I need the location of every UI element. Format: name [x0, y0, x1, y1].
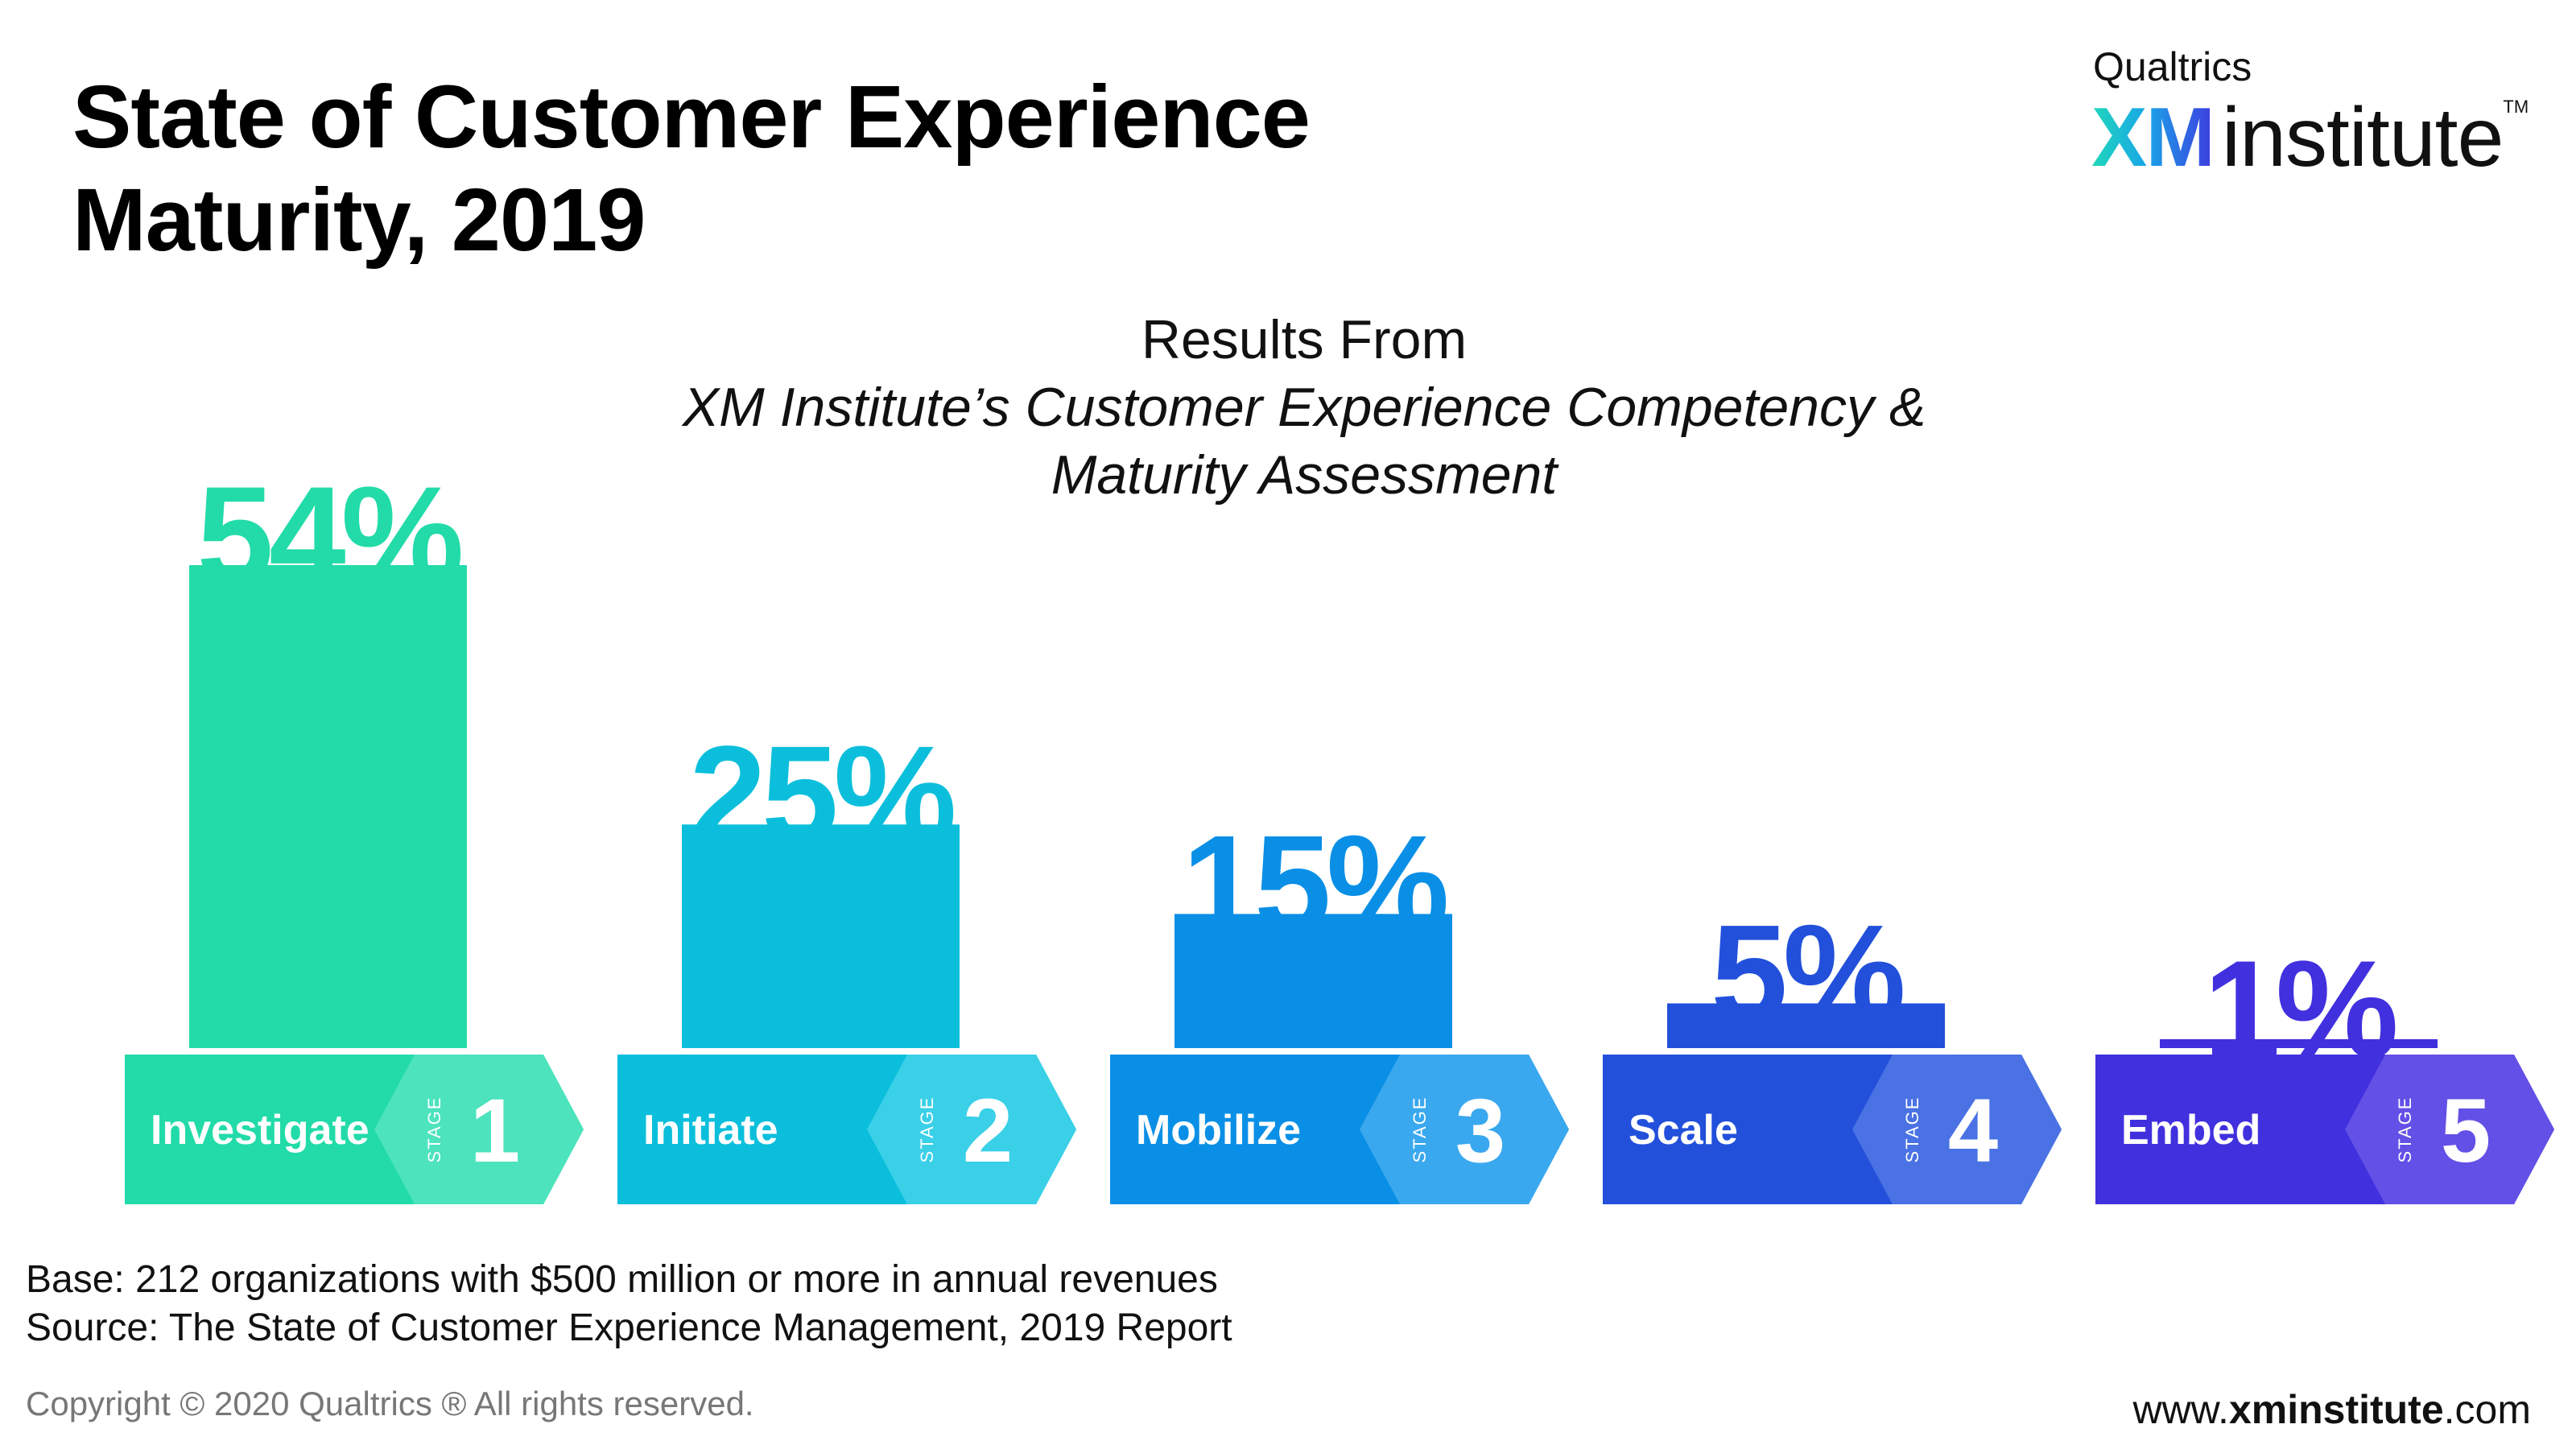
website-prefix: www. — [2132, 1387, 2229, 1432]
source-note: Source: The State of Customer Experience… — [26, 1307, 1232, 1349]
stage-name-scale: Scale — [1629, 1107, 1738, 1154]
chart-title-line2: Maturity, 2019 — [72, 171, 646, 270]
bar-embed — [2160, 1038, 2438, 1048]
logo-wordmark: XMinstituteTM — [2091, 90, 2529, 186]
value-label-initiate: 25% — [689, 717, 953, 872]
value-label-mobilize: 15% — [1182, 807, 1446, 961]
stage-number-3: 3 — [1455, 1080, 1505, 1181]
logo-institute-text: institute — [2222, 91, 2504, 184]
stage-number-1: 1 — [470, 1080, 520, 1181]
stage-name-initiate: Initiate — [643, 1107, 778, 1154]
subtitle-italic-line2: Maturity Assessment — [1051, 444, 1558, 506]
chart-title-line1: State of Customer Experience — [72, 68, 1311, 167]
website-suffix: .com — [2443, 1387, 2531, 1432]
subtitle-prefix: Results From — [1141, 309, 1468, 370]
copyright-text: Copyright © 2020 Qualtrics ® All rights … — [26, 1385, 754, 1422]
stage-word-1: STAGE — [424, 1096, 444, 1163]
stage-word-3: STAGE — [1410, 1096, 1430, 1163]
value-label-scale: 5% — [1711, 896, 1903, 1051]
xm-institute-logo: Qualtrics XMinstituteTM — [2069, 43, 2529, 184]
stage-chevron-4 — [1852, 1055, 2062, 1204]
stage-chevron-5 — [2345, 1055, 2554, 1204]
bar-mobilize — [1174, 914, 1452, 1048]
stage-word-4: STAGE — [1902, 1096, 1922, 1163]
bar-scale — [1667, 1003, 1945, 1048]
logo-trademark: TM — [2503, 97, 2529, 117]
subtitle-italic-line1: XM Institute’s Customer Experience Compe… — [682, 377, 1926, 438]
stage-chevron-1 — [374, 1055, 584, 1204]
website-link[interactable]: www.xminstitute.com — [2132, 1386, 2531, 1433]
subtitle-line2: Maturity Assessment — [322, 441, 2286, 509]
value-label-investigate: 54% — [196, 458, 460, 613]
stage-name-investigate: Investigate — [151, 1107, 369, 1154]
stage-chevron-3 — [1360, 1055, 1569, 1204]
bar-initiate — [682, 824, 960, 1048]
stage-name-mobilize: Mobilize — [1136, 1107, 1301, 1154]
subtitle-line1: Results From XM Institute’s Customer Exp… — [322, 306, 2286, 441]
stage-number-5: 5 — [2441, 1080, 2491, 1181]
stage-number-4: 4 — [1948, 1080, 1998, 1181]
base-note: Base: 212 organizations with $500 millio… — [26, 1258, 1218, 1301]
logo-qualtrics-text: Qualtrics — [2093, 44, 2252, 89]
footnote: Base: 212 organizations with $500 millio… — [26, 1256, 1232, 1352]
stage-number-2: 2 — [963, 1080, 1013, 1181]
chart-subtitle: Results From XM Institute’s Customer Exp… — [322, 306, 2286, 509]
bar-investigate — [189, 565, 467, 1048]
stage-word-2: STAGE — [917, 1096, 937, 1163]
website-bold: xminstitute — [2228, 1387, 2444, 1432]
stage-word-5: STAGE — [2395, 1096, 2415, 1163]
chart-title: State of Customer Experience Maturity, 2… — [72, 66, 1311, 272]
stage-chevron-2 — [867, 1055, 1076, 1204]
logo-xm-text: XM — [2091, 91, 2215, 184]
stage-name-embed: Embed — [2121, 1107, 2260, 1154]
